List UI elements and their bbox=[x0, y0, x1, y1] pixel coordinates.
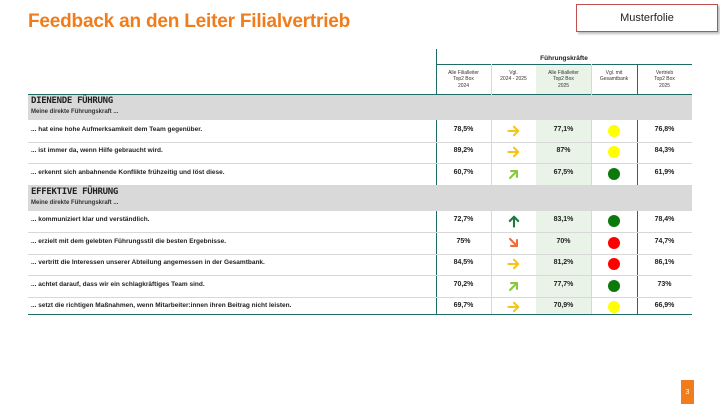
page-number: 3 bbox=[681, 380, 694, 404]
group-subtitle: Meine direkte Führungskraft ... bbox=[31, 109, 119, 115]
row-divider bbox=[28, 141, 692, 143]
arrow-up-icon bbox=[507, 214, 521, 228]
table-bottom-line bbox=[28, 314, 692, 315]
header-bottom-line bbox=[28, 94, 692, 95]
column-header: Alle Filialleiter Top2 Box 2024 bbox=[448, 70, 479, 89]
row-divider bbox=[28, 184, 692, 186]
arrow-right-icon bbox=[506, 300, 521, 314]
row-divider bbox=[28, 296, 692, 298]
super-header: Führungskräfte bbox=[540, 55, 588, 62]
value-2025: 70,9% bbox=[553, 302, 574, 310]
arrow-right-icon bbox=[506, 145, 521, 159]
column-header: Vgl. 2024 - 2025 bbox=[500, 70, 527, 83]
arrow-down-right-icon bbox=[507, 236, 521, 250]
row-divider bbox=[28, 163, 692, 164]
value-2024: 60,7% bbox=[453, 168, 474, 176]
row-label: ... kommuniziert klar und verständlich. bbox=[31, 216, 150, 224]
row-label: ... hat eine hohe Aufmerksamkeit dem Tea… bbox=[31, 125, 203, 133]
value-vertrieb: 84,3% bbox=[654, 147, 675, 155]
row-label: ... ist immer da, wenn Hilfe gebraucht w… bbox=[31, 147, 163, 155]
status-dot-yellow bbox=[608, 146, 620, 159]
status-dot-yellow bbox=[608, 124, 620, 137]
status-dot-green bbox=[608, 215, 620, 228]
arrow-right-icon bbox=[506, 124, 521, 138]
status-dot-green bbox=[608, 279, 620, 292]
value-2025: 77,1% bbox=[553, 125, 574, 133]
value-vertrieb: 86,1% bbox=[654, 259, 675, 267]
value-2025: 77,7% bbox=[553, 280, 574, 288]
value-vertrieb: 66,9% bbox=[654, 302, 675, 310]
column-header: Alle Filialleiter Top2 Box 2025 bbox=[548, 70, 579, 89]
row-label: ... setzt die richtigen Maßnahmen, wenn … bbox=[31, 302, 292, 310]
row-divider bbox=[28, 232, 692, 233]
arrow-up-right-icon bbox=[507, 167, 521, 181]
value-2024: 75% bbox=[456, 237, 471, 245]
value-2025: 81,2% bbox=[553, 259, 574, 267]
arrow-up-right-icon bbox=[507, 279, 521, 293]
value-vertrieb: 61,9% bbox=[654, 168, 675, 176]
group-header-band bbox=[28, 185, 692, 211]
value-2025: 67,5% bbox=[553, 168, 574, 176]
header-top-line bbox=[436, 64, 692, 65]
value-vertrieb: 73% bbox=[657, 280, 672, 288]
value-vertrieb: 76,8% bbox=[654, 125, 675, 133]
column-header: Vertrieb Top2 Box 2025 bbox=[654, 70, 675, 89]
value-2024: 84,5% bbox=[453, 259, 474, 267]
value-vertrieb: 78,4% bbox=[654, 216, 675, 224]
value-2024: 70,2% bbox=[453, 280, 474, 288]
status-dot-green bbox=[608, 167, 620, 180]
group-header-band bbox=[28, 95, 692, 120]
value-vertrieb: 74,7% bbox=[654, 237, 675, 245]
status-dot-red bbox=[608, 258, 620, 271]
row-label: ... erkennt sich anbahnende Konflikte fr… bbox=[31, 168, 225, 176]
status-dot-red bbox=[608, 236, 620, 249]
arrow-right-icon bbox=[506, 257, 521, 271]
musterfolie-badge: Musterfolie bbox=[576, 4, 718, 32]
status-dot-yellow bbox=[608, 301, 620, 314]
row-label: ... vertritt die Interessen unserer Abte… bbox=[31, 259, 265, 267]
group-subtitle: Meine direkte Führungskraft ... bbox=[31, 199, 119, 206]
row-label: ... achtet darauf, dass wir ein schlagkr… bbox=[31, 280, 205, 288]
column-header: Vgl. mit Gesamtbank bbox=[599, 70, 629, 83]
value-2024: 72,7% bbox=[453, 216, 474, 224]
table-left-line bbox=[436, 49, 437, 314]
value-2025: 83,1% bbox=[553, 216, 574, 224]
page-title: Feedback an den Leiter Filialvertrieb bbox=[28, 11, 351, 32]
value-2025: 87% bbox=[556, 147, 571, 155]
group-title: Effektive Führung bbox=[31, 186, 119, 197]
value-2024: 89,2% bbox=[453, 147, 474, 155]
value-2024: 78,5% bbox=[453, 125, 474, 133]
value-2024: 69,7% bbox=[453, 302, 474, 310]
group-title: Dienende Führung bbox=[31, 96, 113, 106]
row-divider bbox=[28, 253, 692, 255]
row-divider bbox=[28, 275, 692, 276]
value-2025: 70% bbox=[556, 237, 571, 245]
row-label: ... erzielt mit dem gelebten Führungssti… bbox=[31, 237, 227, 245]
